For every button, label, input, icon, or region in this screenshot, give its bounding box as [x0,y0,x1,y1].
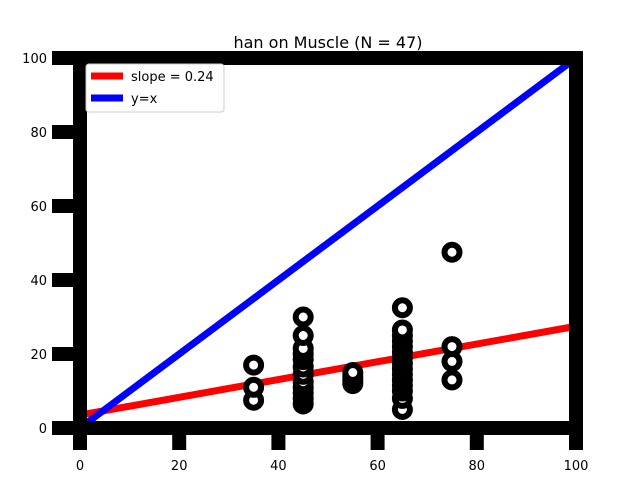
chart-title: han on Muscle (N = 47) [233,33,422,52]
x-tick-label: 20 [171,459,188,474]
legend-label: y=x [131,92,158,107]
data-point [292,325,314,346]
data-point [441,241,463,263]
y-tick-label: 20 [30,348,47,363]
legend-label: slope = 0.24 [131,70,214,85]
frame-top [52,51,583,65]
x-tick-label: 60 [369,459,386,474]
data-point [342,362,364,383]
data-point [391,297,413,319]
y-tick-label: 100 [22,52,47,67]
series-line-2 [77,55,579,431]
data-point [391,319,413,341]
x-tick-label: 100 [564,459,589,474]
y-tick-label: 80 [30,126,47,141]
plot-frame [52,51,583,435]
y-tick-label: 0 [39,422,47,437]
plot-area [77,55,579,431]
data-point [243,376,265,398]
x-tick-label: 80 [469,459,486,474]
x-tick-label: 40 [270,459,287,474]
data-point [243,354,265,376]
y-tick-label: 40 [30,274,47,289]
data-point [441,336,463,358]
x-tick-label: 0 [76,459,84,474]
data-point [441,369,463,391]
frame-left [73,51,87,435]
series-line-1 [79,322,577,419]
frame-bottom [52,421,583,435]
data-point [292,306,314,328]
frame-right [569,51,583,435]
legend: slope = 0.24 y=x [85,63,225,113]
y-tick-label: 60 [30,200,47,215]
